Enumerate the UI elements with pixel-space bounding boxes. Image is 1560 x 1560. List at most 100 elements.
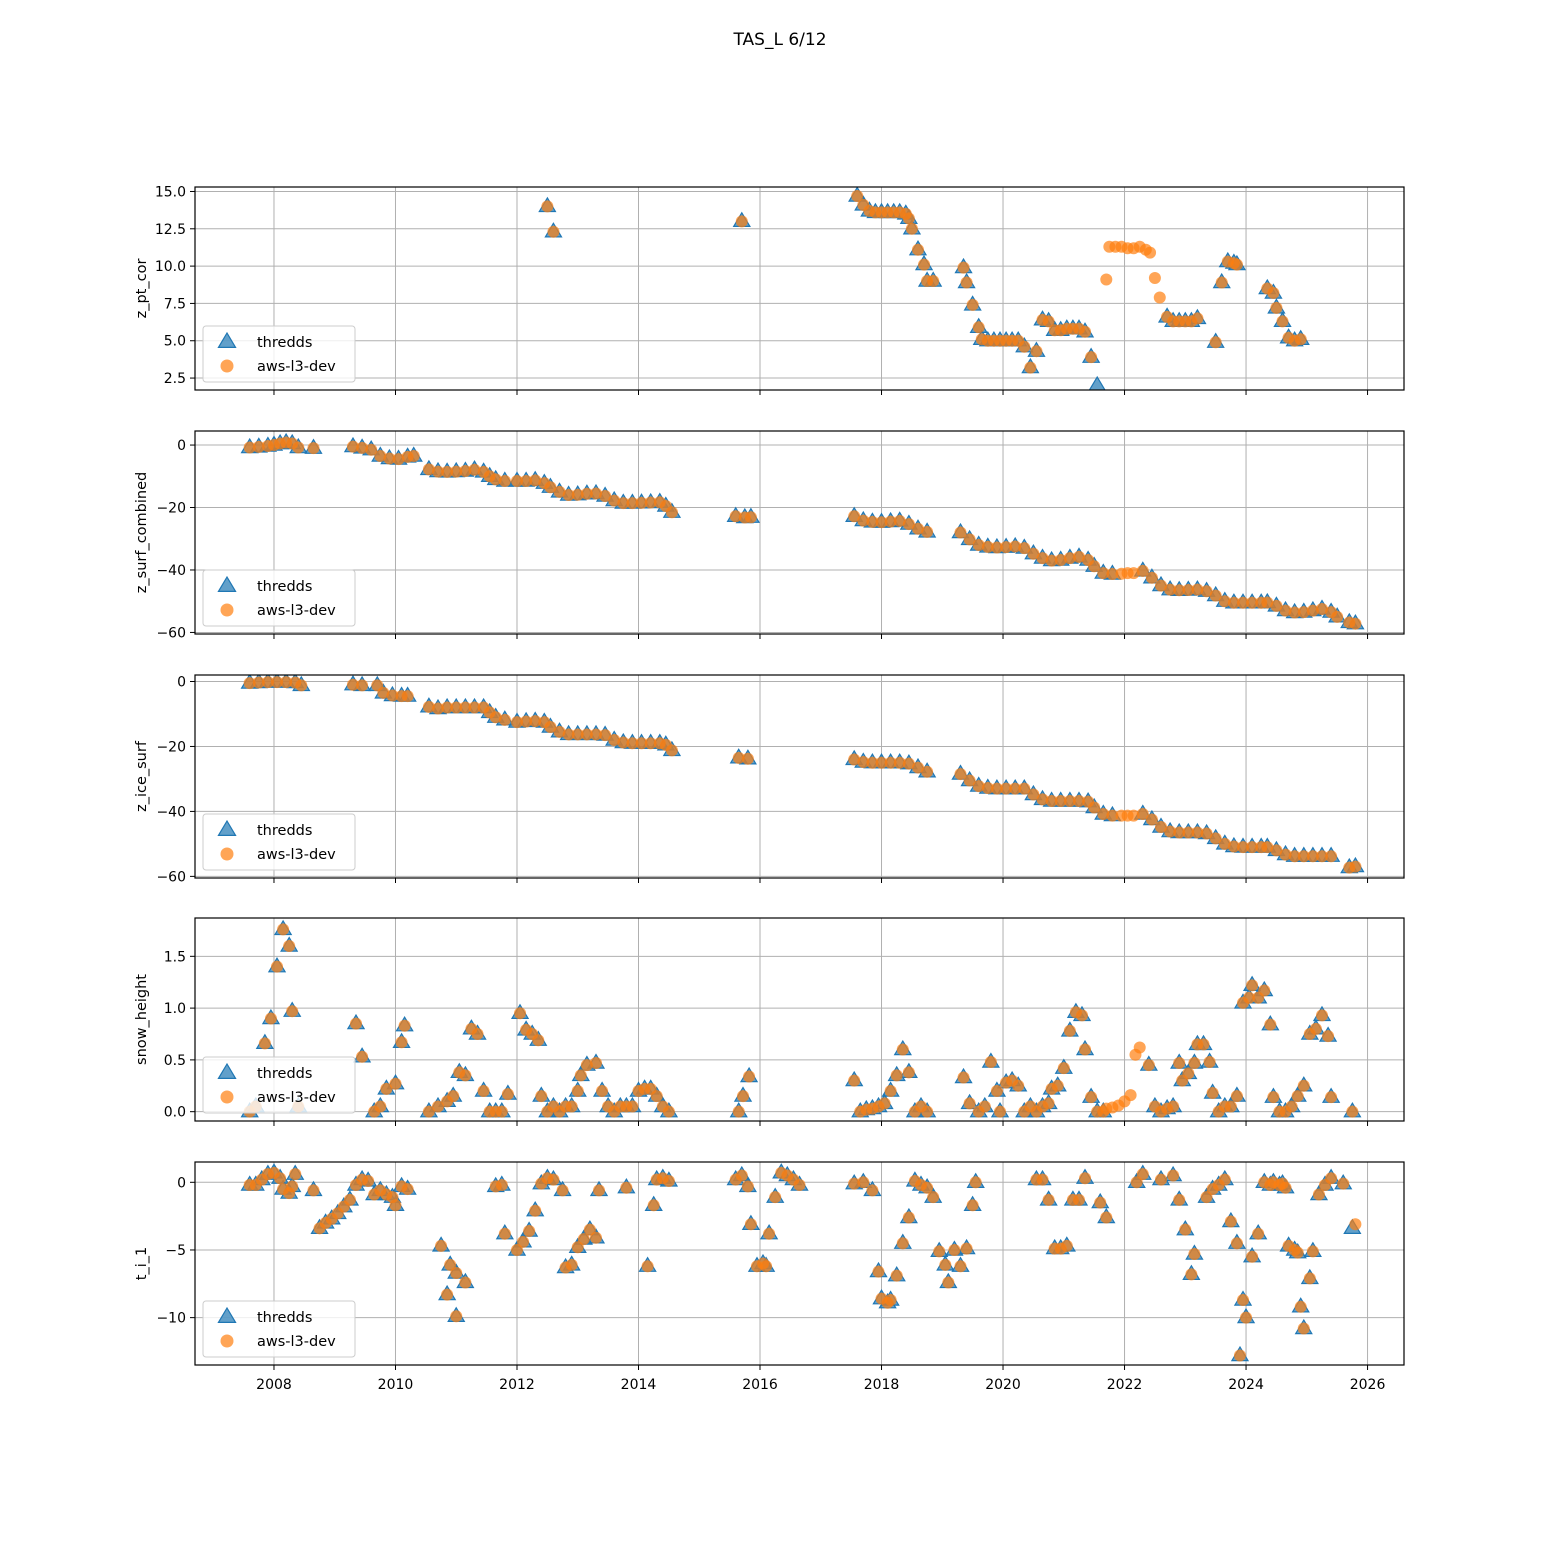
aws-l3-dev-point	[1188, 1057, 1201, 1069]
y-tick-label: 1.5	[164, 949, 186, 965]
aws-l3-dev-point	[520, 474, 533, 487]
aws-l3-dev-point	[902, 757, 915, 770]
aws-l3-dev-point	[1276, 315, 1289, 328]
aws-l3-dev-point	[884, 756, 897, 769]
aws-l3-dev-point	[872, 1265, 885, 1278]
aws-l3-dev-point	[635, 737, 648, 750]
aws-l3-dev-point	[1285, 1100, 1298, 1113]
aws-l3-dev-point	[571, 728, 584, 741]
aws-l3-dev-point	[644, 496, 657, 509]
x-tick-label: 2024	[1228, 1377, 1264, 1393]
aws-l3-dev-point	[1127, 809, 1140, 822]
aws-l3-dev-point	[1230, 1237, 1243, 1250]
aws-l3-dev-point	[459, 1276, 472, 1289]
aws-l3-dev-point	[984, 1055, 997, 1068]
series-aws-l3-dev	[243, 676, 1362, 874]
aws-l3-dev-point	[495, 1105, 508, 1118]
aws-l3-dev-point	[1027, 547, 1040, 560]
aws-l3-dev-point	[441, 1288, 454, 1301]
aws-l3-dev-point	[911, 522, 924, 535]
aws-l3-dev-point	[1325, 850, 1338, 863]
aws-l3-dev-point	[1030, 345, 1043, 358]
aws-l3-dev-point	[993, 1105, 1006, 1118]
aws-l3-dev-point	[893, 514, 906, 527]
aws-l3-dev-point	[1148, 272, 1161, 285]
legend-aws-label: aws-l3-dev	[257, 359, 336, 375]
aws-l3-dev-point	[1237, 1294, 1250, 1307]
aws-l3-dev-point	[407, 449, 420, 462]
aws-l3-dev-point	[1188, 1248, 1201, 1261]
aws-l3-dev-point	[1085, 1091, 1098, 1104]
aws-l3-dev-point	[1027, 788, 1040, 801]
aws-l3-dev-point	[1200, 827, 1213, 840]
thredds-point	[1088, 375, 1106, 390]
aws-l3-dev-point	[1097, 808, 1110, 821]
y-tick-label: −5	[165, 1243, 186, 1259]
legend: thredds aws-l3-dev	[202, 813, 356, 871]
aws-l3-dev-point	[1164, 825, 1177, 838]
aws-l3-dev-point	[1209, 832, 1222, 845]
y-tick-label: −20	[156, 739, 186, 755]
aws-l3-dev-point	[422, 700, 435, 713]
aws-l3-dev-point	[365, 443, 378, 456]
aws-l3-dev-point	[972, 538, 985, 551]
y-tick-label: 0.5	[164, 1053, 186, 1069]
aws-l3-dev-point	[1230, 1090, 1243, 1103]
aws-l3-dev-point	[921, 1105, 934, 1118]
aws-l3-dev-point	[589, 487, 602, 500]
aws-l3-dev-point	[520, 715, 533, 728]
aws-l3-dev-point	[346, 440, 359, 453]
legend-aws-label: aws-l3-dev	[257, 847, 336, 863]
aws-l3-dev-point	[1144, 246, 1157, 259]
legend-aws-label: aws-l3-dev	[257, 603, 336, 619]
aws-l3-dev-point	[1182, 1067, 1195, 1080]
aws-l3-dev-point	[1063, 1024, 1076, 1037]
aws-l3-dev-point	[1243, 991, 1256, 1004]
aws-l3-dev-point	[1127, 567, 1140, 580]
plot-area	[240, 675, 1365, 874]
aws-l3-dev-point	[356, 1050, 369, 1063]
aws-l3-dev-point	[960, 276, 973, 289]
aws-l3-dev-point	[848, 1177, 861, 1190]
y-tick-label: −20	[156, 501, 186, 517]
aws-l3-dev-point	[589, 728, 602, 741]
aws-l3-dev-point	[349, 1017, 362, 1030]
aws-l3-dev-point	[1167, 1169, 1180, 1182]
aws-l3-dev-point	[1024, 361, 1037, 374]
axes-frame	[194, 674, 1405, 879]
aws-l3-dev-point	[1237, 841, 1250, 854]
aws-l3-dev-point	[468, 463, 481, 476]
aws-l3-dev-point	[1218, 837, 1231, 850]
aws-l3-dev-point	[617, 736, 630, 749]
aws-l3-dev-point	[286, 1180, 299, 1193]
y-tick-label: 5.0	[164, 334, 186, 350]
aws-l3-dev-point	[1045, 554, 1058, 567]
aws-l3-dev-point	[1182, 583, 1195, 596]
x-tick-label: 2014	[621, 1377, 657, 1393]
aws-l3-dev-point	[553, 725, 566, 738]
aws-l3-dev-point	[902, 518, 915, 531]
aws-l3-dev-point	[1261, 596, 1274, 609]
aws-l3-dev-point	[1270, 301, 1283, 314]
aws-l3-dev-point	[744, 1218, 757, 1231]
aws-l3-dev-point	[501, 1088, 514, 1101]
aws-l3-dev-point	[954, 1260, 967, 1273]
aws-l3-dev-point	[1279, 848, 1292, 861]
aws-l3-dev-point	[398, 1019, 411, 1032]
aws-l3-dev-point	[422, 463, 435, 476]
aws-l3-dev-point	[1088, 560, 1101, 573]
aws-l3-dev-point	[963, 1097, 976, 1110]
y-tick-label: −10	[156, 1311, 186, 1327]
aws-l3-dev-point	[435, 1239, 448, 1252]
aws-l3-dev-point	[277, 923, 290, 936]
aws-l3-dev-point	[544, 481, 557, 494]
aws-l3-dev-point	[1297, 1079, 1310, 1092]
aws-l3-dev-point	[942, 1276, 955, 1289]
y-tick-label: 7.5	[164, 296, 186, 312]
panel-t_i_1: 0 −5 −10 2008 2010 2012 2014 2016 2018 2020 2022 20…	[134, 1161, 1405, 1393]
aws-l3-dev-point	[283, 939, 296, 952]
aws-l3-dev-point	[1154, 579, 1167, 592]
aws-l3-dev-point	[1240, 1311, 1253, 1324]
